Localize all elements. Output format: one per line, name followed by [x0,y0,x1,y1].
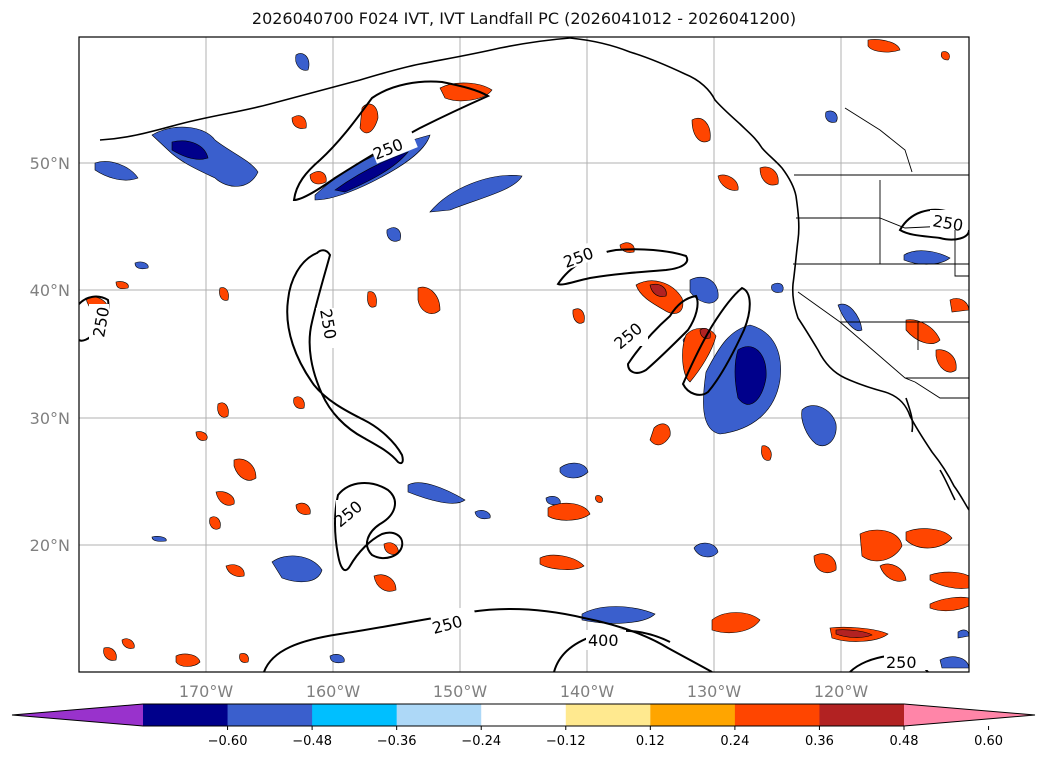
colorbar-tick-label: 0.60 [974,734,1003,749]
colorbar-extension-high [904,704,1035,726]
colorbar-segment [396,704,482,726]
lon-label: 150°W [433,682,488,701]
lon-label: 160°W [306,682,361,701]
political-borders [793,107,969,399]
graticule [79,37,969,672]
lon-label: 120°W [814,682,869,701]
colorbar: −0.60 −0.48 −0.36 −0.24 −0.12 0.12 0.24 0.36 0.4… [11,703,1036,749]
plot-area [79,37,969,672]
latitude-labels: 50°N 40°N 30°N 20°N [30,154,70,555]
colorbar-tick-label: −0.60 [208,734,248,749]
lon-label: 130°W [687,682,742,701]
lon-label: 140°W [560,682,615,701]
colorbar-tick-label: −0.48 [292,734,332,749]
lat-label: 50°N [30,154,70,173]
lon-label: 170°W [179,682,234,701]
lat-label: 30°N [30,409,70,428]
colorbar-extension-low [12,704,143,726]
lat-label: 40°N [30,281,70,300]
longitude-labels: 170°W 160°W 150°W 140°W 130°W 120°W [179,682,869,701]
map-title: 2026040700 F024 IVT, IVT Landfall PC (20… [251,9,797,28]
colorbar-segment [481,704,567,726]
colorbar-segment [734,704,820,726]
colorbar-tick-label: 0.24 [720,734,749,749]
lat-label: 20°N [30,536,70,555]
colorbar-tick-label: −0.12 [546,734,586,749]
colorbar-segment [227,704,313,726]
coastlines [99,37,969,511]
colorbar-tick-label: 0.48 [890,734,919,749]
contour-label: 400 [588,631,619,650]
colorbar-segment [819,704,905,726]
colorbar-outline [11,703,1036,727]
colorbar-tick-label: −0.36 [377,734,417,749]
colorbar-tick-label: 0.12 [636,734,665,749]
colorbar-tick-label: 0.36 [805,734,834,749]
positive-anomaly-regions [85,39,969,667]
colorbar-segment [650,704,736,726]
colorbar-segment [143,704,229,726]
colorbar-segment [312,704,398,726]
colorbar-tick-label: −0.24 [461,734,501,749]
plot-frame [78,36,970,673]
contour-label: 250 [886,653,917,672]
colorbar-segment [565,704,651,726]
